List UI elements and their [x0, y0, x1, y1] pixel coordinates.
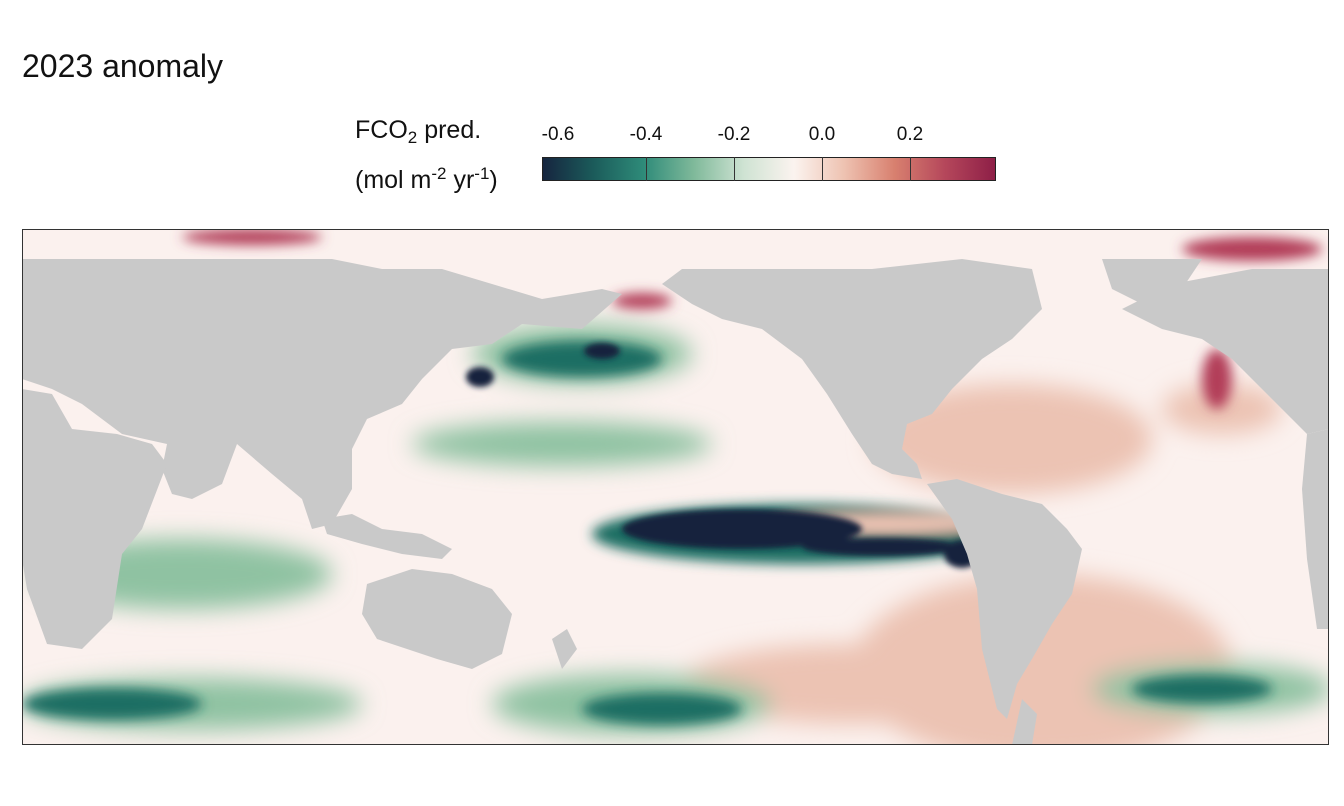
- anomaly-map: [22, 229, 1329, 745]
- map-frame: [22, 229, 1329, 745]
- africa: [22, 389, 167, 649]
- colorbar: [542, 157, 996, 181]
- west-africa-east: [1302, 429, 1329, 629]
- antarctica-peninsula: [1012, 699, 1037, 745]
- legend-title-line2: (mol m-2 yr-1): [355, 164, 498, 194]
- subtropical-pacific-negative: [412, 422, 712, 466]
- japan-coast-negative: [466, 367, 494, 387]
- greenland: [1102, 259, 1202, 304]
- colorbar-tickmark: [822, 157, 823, 181]
- australia: [362, 569, 512, 669]
- colorbar-tickmark: [734, 157, 735, 181]
- bering-positive: [612, 293, 672, 309]
- indonesia: [322, 514, 452, 559]
- arctic-positive-2: [1182, 237, 1322, 261]
- land-masses: [22, 259, 1329, 745]
- kuroshio-negative: [502, 341, 662, 377]
- southern-ocean-pacific-strong-negative: [582, 693, 742, 725]
- north-atlantic-strong-positive: [1202, 349, 1232, 409]
- arctic-positive-1: [182, 229, 322, 245]
- equatorial-pacific-east: [802, 538, 962, 556]
- colorbar-tick-label: -0.4: [629, 124, 663, 145]
- europe: [1122, 269, 1329, 434]
- southern-ocean-strong-negative: [22, 688, 202, 720]
- colorbar-tickmark: [910, 157, 911, 181]
- map-title: 2023 anomaly: [22, 48, 224, 84]
- colorbar-tickmark: [646, 157, 647, 181]
- equatorial-pacific-core: [622, 509, 862, 549]
- colorbar-tick-label: -0.2: [717, 124, 751, 145]
- colorbar-tick-label: 0.0: [808, 124, 836, 145]
- southern-ocean-atlantic-strong-negative: [1132, 675, 1272, 703]
- colorbar-tick-label: -0.6: [541, 124, 575, 145]
- new-zealand: [552, 629, 577, 669]
- legend-title-line1: FCO2 pred.: [355, 116, 482, 147]
- iceland-positive: [1162, 384, 1282, 434]
- eurasia: [22, 259, 622, 529]
- legend-title: FCO2 pred. (mol m-2 yr-1): [355, 112, 498, 198]
- north-atlantic-positive: [872, 384, 1152, 494]
- kuroshio-core: [584, 343, 620, 359]
- north-america: [662, 259, 1042, 479]
- colorbar-tick-label: 0.2: [896, 124, 924, 145]
- south-america: [927, 479, 1082, 719]
